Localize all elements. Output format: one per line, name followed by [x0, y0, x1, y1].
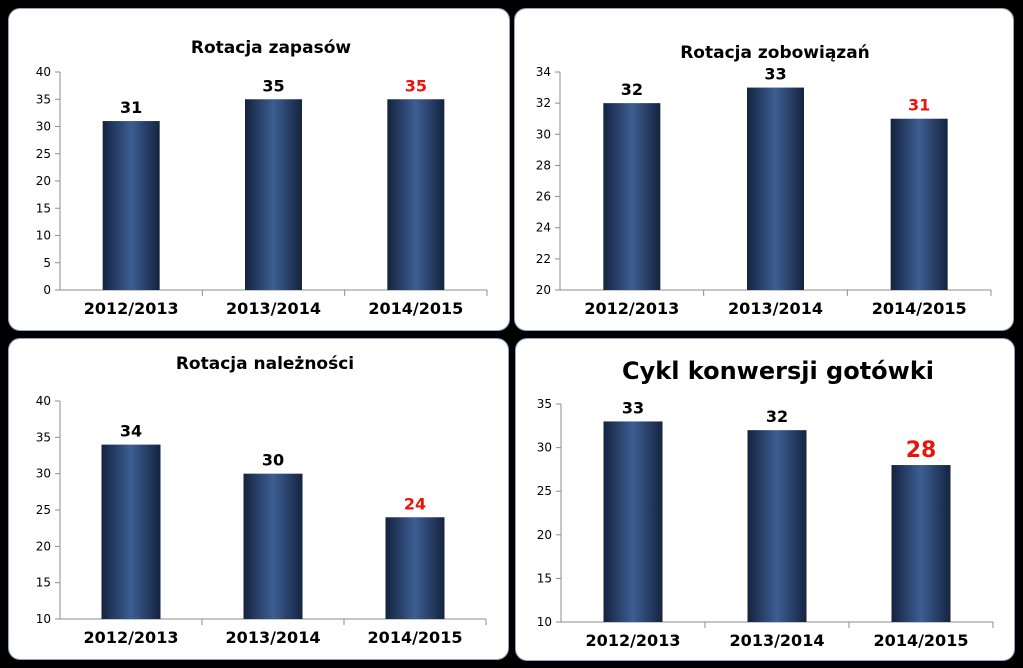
x-tick-label: 2012/2013	[586, 631, 681, 650]
y-tick-label: 25	[36, 147, 51, 161]
bar-2013-2014	[243, 473, 303, 619]
bar-2013-2014	[245, 99, 302, 290]
chart-svg: Cykl konwersji gotówki 10 15 20 25 30 35 33 201…	[537, 357, 994, 650]
y-tick-label: 35	[537, 397, 552, 411]
chart-panel-rotacja-naleznosci: Rotacja należności 10 15 20 25 30 35 40 34 2012/…	[8, 338, 509, 660]
y-tick-label: 28	[536, 158, 551, 172]
bar-2014-2015	[891, 465, 951, 622]
chart-title: Rotacja należności	[176, 354, 354, 374]
y-tick-label: 20	[537, 528, 552, 542]
x-tick-label: 2014/2015	[874, 631, 969, 650]
x-tick-label: 2012/2013	[84, 628, 179, 647]
data-label: 32	[621, 80, 643, 99]
bar-2012-2013	[102, 121, 160, 290]
y-tick-label: 30	[36, 120, 51, 134]
y-tick-label: 30	[536, 127, 551, 141]
x-tick-label: 2014/2015	[872, 299, 967, 318]
y-tick-label: 40	[36, 65, 51, 79]
chart-panel-rotacja-zobowiazan: Rotacja zobowiązań 20 22 24 26 28 30 32 34 32 201…	[514, 8, 1014, 331]
bar-2014-2015	[890, 118, 948, 290]
y-tick-label: 22	[536, 252, 551, 266]
x-tick-label: 2012/2013	[584, 299, 679, 318]
y-tick-label: 34	[536, 65, 551, 79]
y-tick-label: 20	[36, 174, 51, 188]
x-tick-label: 2013/2014	[728, 299, 823, 318]
y-tick-label: 25	[36, 503, 51, 517]
y-tick-label: 40	[36, 394, 51, 408]
y-tick-label: 26	[536, 190, 551, 204]
chart-title: Cykl konwersji gotówki	[622, 357, 934, 385]
y-tick-label: 24	[536, 221, 551, 235]
y-tick-label: 30	[537, 441, 552, 455]
bar-2012-2013	[603, 103, 661, 291]
bar-2014-2015	[385, 517, 445, 619]
x-tick-label: 2013/2014	[226, 628, 321, 647]
bar-2013-2014	[747, 87, 804, 290]
data-label: 31	[908, 96, 930, 115]
data-label: 33	[764, 65, 786, 84]
data-label: 33	[622, 398, 644, 417]
chart-title: Rotacja zobowiązań	[680, 43, 870, 63]
bar-2013-2014	[747, 430, 807, 622]
chart-panel-cykl-konwersji-gotowki: Cykl konwersji gotówki 10 15 20 25 30 35 33 201…	[515, 338, 1015, 661]
y-tick-label: 30	[36, 467, 51, 481]
bar-2012-2013	[101, 444, 161, 619]
y-tick-label: 35	[36, 92, 51, 106]
y-tick-label: 15	[36, 201, 51, 215]
y-tick-label: 10	[537, 615, 552, 629]
data-label: 35	[262, 76, 284, 95]
y-tick-label: 15	[537, 571, 552, 585]
bar-2012-2013	[603, 421, 663, 622]
chart-svg: Rotacja należności 10 15 20 25 30 35 40 34 2012/…	[36, 354, 487, 647]
y-tick-label: 35	[36, 430, 51, 444]
chart-panel-rotacja-zapasow: Rotacja zapasów 0 5 10 15 20 25 30 35 40 31 2012/2…	[8, 8, 510, 331]
y-tick-label: 10	[36, 229, 51, 243]
y-tick-label: 10	[36, 612, 51, 626]
data-label: 34	[120, 422, 142, 441]
y-tick-label: 25	[537, 484, 552, 498]
data-label: 28	[906, 438, 937, 463]
data-label: 24	[404, 494, 426, 513]
y-tick-label: 20	[36, 539, 51, 553]
x-tick-label: 2014/2015	[368, 628, 463, 647]
y-tick-label: 0	[43, 283, 51, 297]
x-tick-label: 2013/2014	[730, 631, 825, 650]
y-tick-label: 5	[43, 256, 51, 270]
data-label: 31	[120, 98, 142, 117]
x-tick-label: 2012/2013	[84, 299, 179, 318]
y-tick-label: 32	[536, 96, 551, 110]
x-tick-label: 2013/2014	[226, 299, 321, 318]
x-tick-label: 2014/2015	[368, 299, 463, 318]
bar-2014-2015	[387, 99, 445, 290]
data-label: 32	[766, 407, 788, 426]
chart-title: Rotacja zapasów	[191, 38, 351, 58]
y-tick-label: 15	[36, 576, 51, 590]
chart-svg: Rotacja zobowiązań 20 22 24 26 28 30 32 34 32 201…	[536, 43, 992, 318]
data-label: 35	[405, 76, 427, 95]
data-label: 30	[262, 451, 284, 470]
y-tick-label: 20	[536, 283, 551, 297]
chart-svg: Rotacja zapasów 0 5 10 15 20 25 30 35 40 31 2012/2…	[36, 38, 488, 318]
